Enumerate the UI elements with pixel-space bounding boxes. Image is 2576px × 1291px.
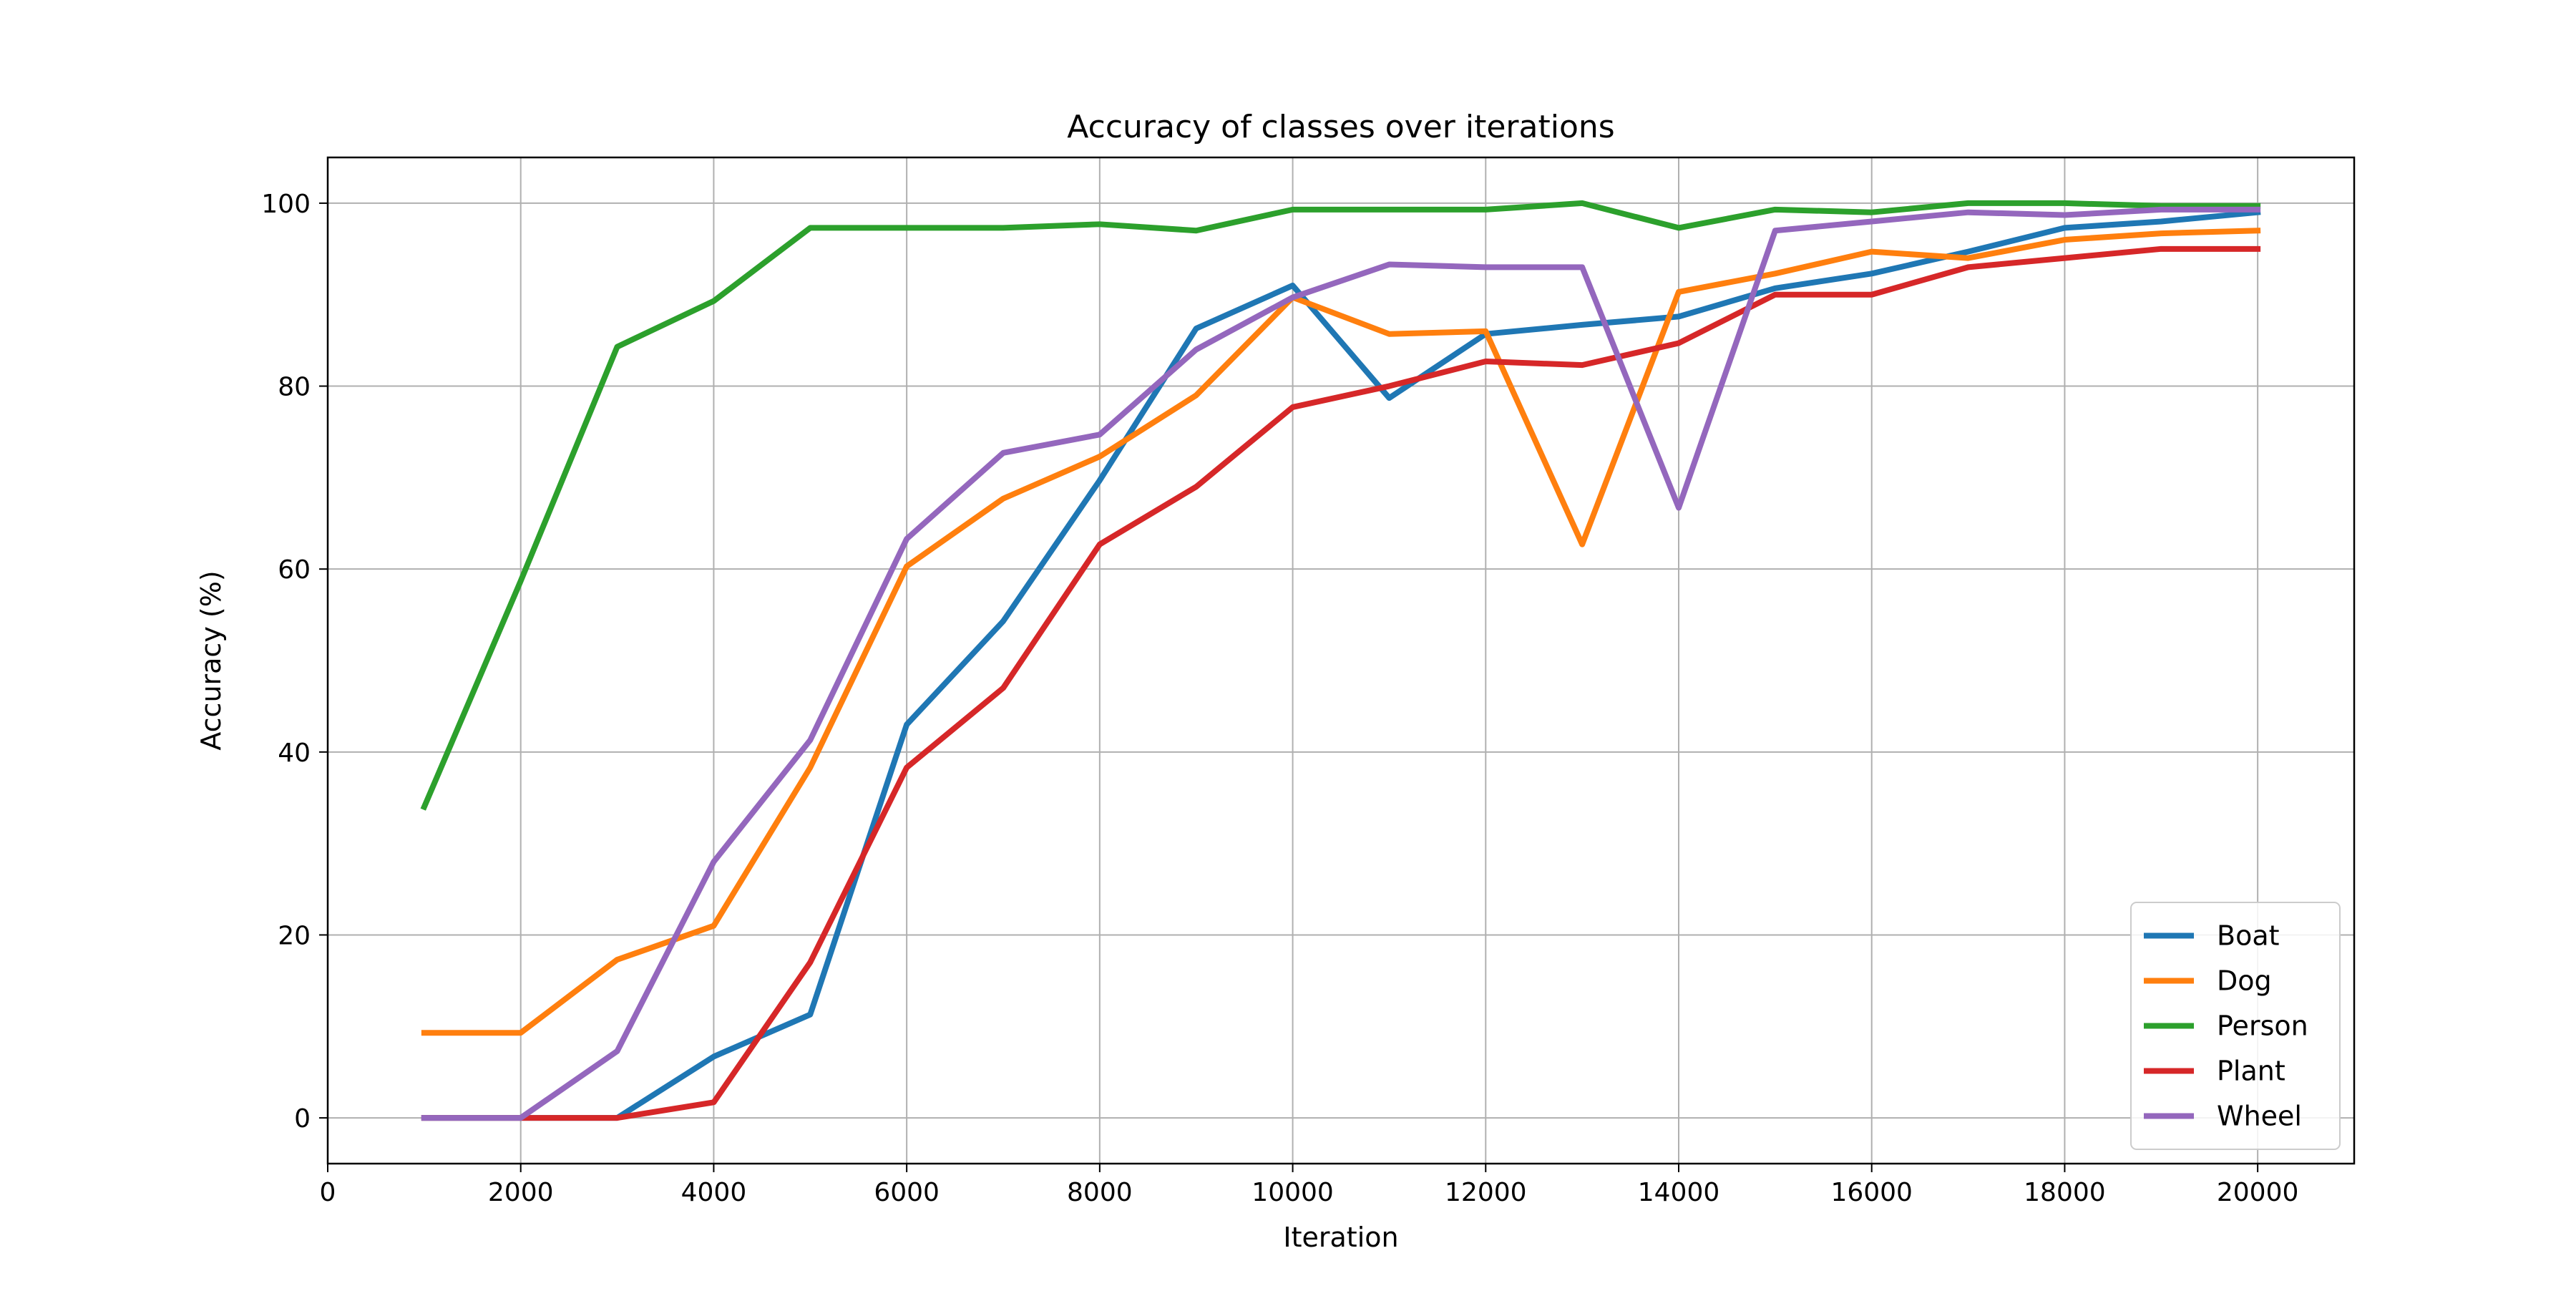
series-line-person xyxy=(420,200,2261,811)
legend-label-person: Person xyxy=(2217,1010,2308,1042)
y-tick-label: 80 xyxy=(278,373,311,402)
x-tick-label: 0 xyxy=(320,1178,336,1207)
x-tick-label: 8000 xyxy=(1067,1178,1133,1207)
legend-label-wheel: Wheel xyxy=(2217,1101,2302,1132)
x-tick-label: 18000 xyxy=(2024,1178,2106,1207)
series-lines xyxy=(420,200,2261,1121)
legend: Boat Dog Person Plant Wheel xyxy=(2130,902,2341,1150)
x-tick-label: 4000 xyxy=(681,1178,747,1207)
x-axis-label: Iteration xyxy=(1283,1222,1398,1253)
legend-label-boat: Boat xyxy=(2217,920,2280,952)
chart-title: Accuracy of classes over iterations xyxy=(1067,109,1614,145)
series-line-dog xyxy=(421,228,2261,1036)
y-tick-label: 100 xyxy=(261,190,311,219)
series-line-plant xyxy=(421,245,2261,1121)
x-tick-label: 10000 xyxy=(1252,1178,1334,1207)
axis-ticks: 0 2000 4000 6000 8000 10000 12000 14000 16000 180… xyxy=(261,190,2298,1207)
x-tick-label: 2000 xyxy=(488,1178,554,1207)
y-tick-label: 0 xyxy=(294,1104,311,1134)
y-tick-label: 60 xyxy=(278,555,311,585)
y-tick-label: 40 xyxy=(278,739,311,768)
x-tick-label: 16000 xyxy=(1830,1178,1913,1207)
x-tick-label: 6000 xyxy=(874,1178,940,1207)
legend-label-plant: Plant xyxy=(2217,1056,2285,1087)
x-tick-label: 14000 xyxy=(1638,1178,1720,1207)
y-axis-label: Accuracy (%) xyxy=(195,570,227,750)
legend-label-dog: Dog xyxy=(2217,965,2272,997)
legend-box xyxy=(2130,902,2341,1150)
x-tick-label: 12000 xyxy=(1445,1178,1527,1207)
series-line-wheel xyxy=(421,206,2261,1121)
plot-frame xyxy=(326,156,2356,1165)
x-tick-label: 20000 xyxy=(2217,1178,2299,1207)
y-tick-label: 20 xyxy=(278,921,311,950)
